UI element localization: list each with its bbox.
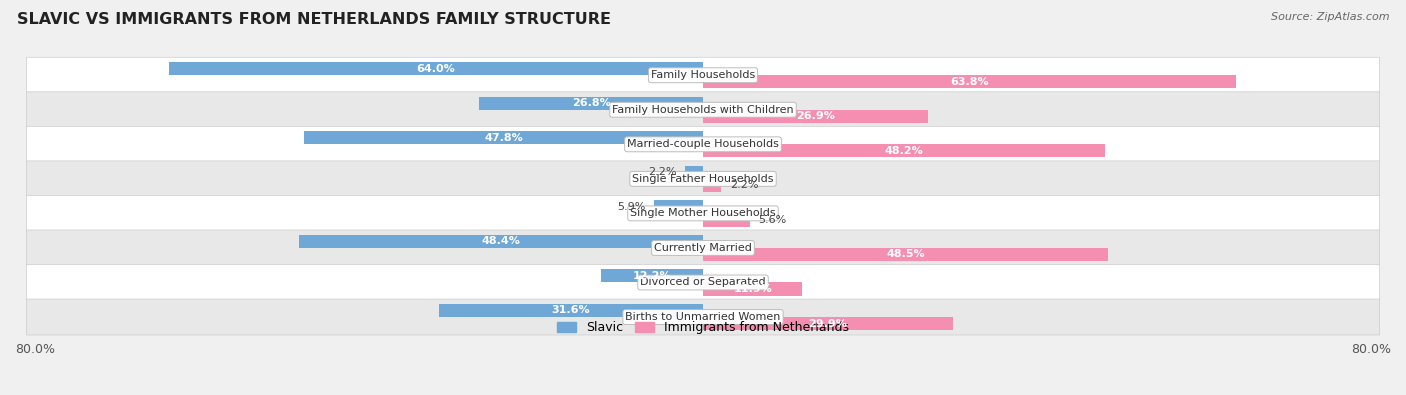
Bar: [703, 75, 1236, 88]
Text: 26.8%: 26.8%: [572, 98, 610, 108]
FancyBboxPatch shape: [27, 92, 1379, 128]
FancyBboxPatch shape: [27, 196, 1379, 231]
FancyBboxPatch shape: [27, 161, 1379, 197]
Text: 47.8%: 47.8%: [484, 133, 523, 143]
Legend: Slavic, Immigrants from Netherlands: Slavic, Immigrants from Netherlands: [557, 321, 849, 334]
Text: 31.6%: 31.6%: [551, 305, 591, 316]
Text: 5.9%: 5.9%: [617, 202, 645, 212]
Text: SLAVIC VS IMMIGRANTS FROM NETHERLANDS FAMILY STRUCTURE: SLAVIC VS IMMIGRANTS FROM NETHERLANDS FA…: [17, 12, 610, 27]
FancyBboxPatch shape: [27, 126, 1379, 162]
Bar: [703, 213, 749, 226]
FancyBboxPatch shape: [27, 57, 1379, 93]
Text: 48.2%: 48.2%: [884, 146, 924, 156]
FancyBboxPatch shape: [27, 265, 1379, 301]
Text: 2.2%: 2.2%: [648, 167, 676, 177]
Bar: [703, 110, 928, 123]
Text: Family Households: Family Households: [651, 70, 755, 80]
Text: 29.9%: 29.9%: [808, 319, 848, 329]
Text: Source: ZipAtlas.com: Source: ZipAtlas.com: [1271, 12, 1389, 22]
Bar: [703, 144, 1105, 158]
FancyBboxPatch shape: [27, 299, 1379, 335]
FancyBboxPatch shape: [27, 230, 1379, 266]
Bar: [703, 248, 1108, 261]
Text: 48.4%: 48.4%: [481, 236, 520, 246]
Text: Married-couple Households: Married-couple Households: [627, 139, 779, 149]
Text: 2.2%: 2.2%: [730, 181, 758, 190]
Bar: [703, 179, 721, 192]
Text: Births to Unmarried Women: Births to Unmarried Women: [626, 312, 780, 322]
Bar: [479, 97, 703, 110]
Text: 63.8%: 63.8%: [950, 77, 988, 87]
Text: 12.2%: 12.2%: [633, 271, 672, 281]
Text: 64.0%: 64.0%: [416, 64, 456, 73]
Bar: [703, 317, 953, 330]
Bar: [654, 200, 703, 213]
Text: 26.9%: 26.9%: [796, 111, 835, 121]
Text: Single Mother Households: Single Mother Households: [630, 209, 776, 218]
Text: 11.9%: 11.9%: [734, 284, 772, 294]
Text: Divorced or Separated: Divorced or Separated: [640, 277, 766, 288]
Bar: [685, 166, 703, 179]
Bar: [169, 62, 703, 75]
Text: Currently Married: Currently Married: [654, 243, 752, 253]
Bar: [304, 131, 703, 144]
Text: Single Father Households: Single Father Households: [633, 174, 773, 184]
Bar: [602, 269, 703, 282]
Bar: [703, 282, 803, 295]
Text: 48.5%: 48.5%: [886, 250, 925, 260]
Text: 5.6%: 5.6%: [758, 215, 786, 225]
Text: Family Households with Children: Family Households with Children: [612, 105, 794, 115]
Bar: [299, 235, 703, 248]
Bar: [439, 304, 703, 317]
